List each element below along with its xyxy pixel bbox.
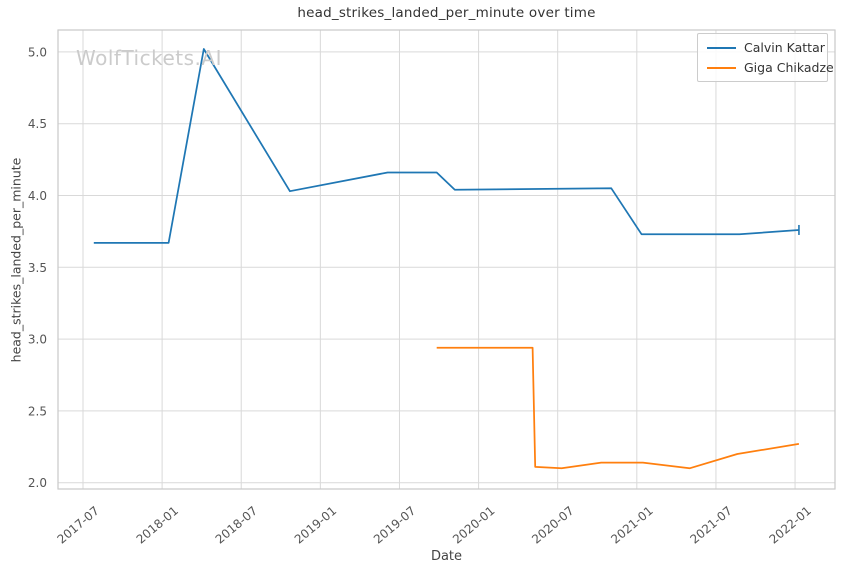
x-tick-label: 2017-07: [55, 504, 102, 547]
x-tick-label: 2018-01: [134, 504, 181, 547]
plot-border: [57, 29, 836, 490]
legend-item-giga-chikadze: Giga Chikadze: [707, 60, 834, 75]
x-axis-label: Date: [430, 549, 463, 564]
x-tick-label: 2019-01: [292, 504, 339, 547]
legend-line-swatch-orange: [707, 66, 736, 69]
x-tick-label: 2021-07: [687, 504, 734, 547]
y-tick-label: 3.0: [28, 333, 47, 347]
x-tick-label: 2019-07: [371, 504, 418, 547]
x-tick-label: 2020-01: [450, 504, 497, 547]
y-tick-label: 2.5: [28, 404, 47, 418]
legend-label: Giga Chikadze: [744, 60, 834, 75]
legend-label: Calvin Kattar: [744, 40, 825, 55]
chart-title: head_strikes_landed_per_minute over time: [297, 5, 596, 21]
watermark: WolfTickets.AI: [76, 46, 222, 70]
y-tick-label: 2.0: [28, 476, 47, 490]
x-tick-label: 2018-07: [213, 504, 260, 547]
x-tick-label: 2020-07: [529, 504, 576, 547]
series-line-giga-chikadze: [436, 346, 800, 470]
y-tick-label: 4.5: [28, 117, 47, 131]
legend-item-calvin-kattar: Calvin Kattar: [707, 40, 825, 55]
x-tick-label: 2021-01: [608, 504, 655, 547]
legend: Calvin Kattar Giga Chikadze: [697, 33, 834, 82]
y-tick-label: 5.0: [28, 45, 47, 59]
series-line-calvin-kattar: [93, 48, 799, 244]
y-tick-label: 3.5: [28, 261, 47, 275]
y-axis-label: head_strikes_landed_per_minute: [8, 157, 24, 363]
legend-line-swatch-blue: [707, 46, 736, 49]
x-tick-label: 2022-01: [767, 504, 814, 547]
y-tick-label: 4.0: [28, 189, 47, 203]
